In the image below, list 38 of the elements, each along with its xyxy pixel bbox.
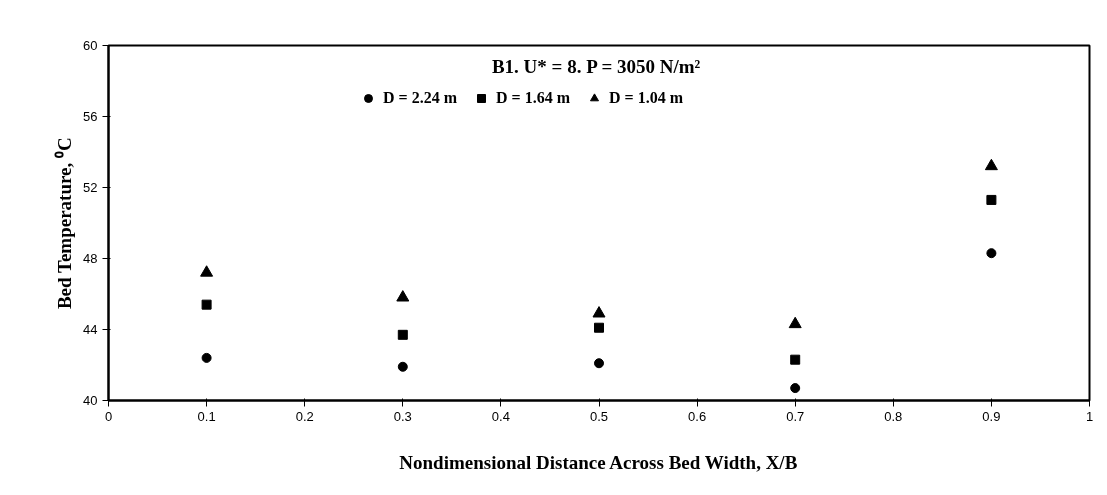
point xyxy=(592,306,606,318)
x-tick-label: 0.2 xyxy=(295,408,314,424)
point xyxy=(986,248,997,259)
point xyxy=(986,194,997,205)
point xyxy=(200,265,214,277)
y-tick-label: 52 xyxy=(83,180,98,195)
y-tick-label: 40 xyxy=(83,393,98,408)
point xyxy=(594,358,604,369)
point xyxy=(594,322,604,333)
y-tick-label: 56 xyxy=(83,109,98,124)
x-axis-title: Nondimensional Distance Across Bed Width, X/B xyxy=(399,451,798,473)
point xyxy=(790,354,801,365)
x-tick-label: 1 xyxy=(1085,408,1094,424)
x-tick-label: 0.4 xyxy=(491,408,510,424)
legend-label: D = 2.24 m xyxy=(383,89,457,107)
x-tick-label: 0.5 xyxy=(589,408,609,424)
legend-label: D = 1.64 m xyxy=(496,89,570,107)
legend-label: D = 1.04 m xyxy=(609,89,683,107)
point xyxy=(790,383,801,394)
y-axis-title: Bed Temperature, ⁰C xyxy=(54,137,76,310)
text: B1. U* = 8. P = 3050 N/m² xyxy=(491,56,701,78)
x-tick-label: 0.6 xyxy=(688,408,707,424)
point xyxy=(984,158,998,171)
x-tick-label: 0.9 xyxy=(982,408,1001,424)
x-tick-label: 0.1 xyxy=(197,408,216,424)
x-tick-label: 0.7 xyxy=(786,408,805,424)
x-tick-label: 0.3 xyxy=(393,408,412,424)
y-tick-label: 44 xyxy=(83,322,98,337)
point xyxy=(397,329,408,340)
point xyxy=(201,352,212,363)
x-tick-label: 0 xyxy=(104,408,113,424)
point xyxy=(396,290,410,302)
point xyxy=(397,361,408,372)
y-tick-label: 48 xyxy=(83,251,98,266)
point xyxy=(201,299,212,310)
y-tick-label: 60 xyxy=(83,38,98,53)
point xyxy=(788,316,802,329)
x-tick-label: 0.8 xyxy=(884,408,903,424)
